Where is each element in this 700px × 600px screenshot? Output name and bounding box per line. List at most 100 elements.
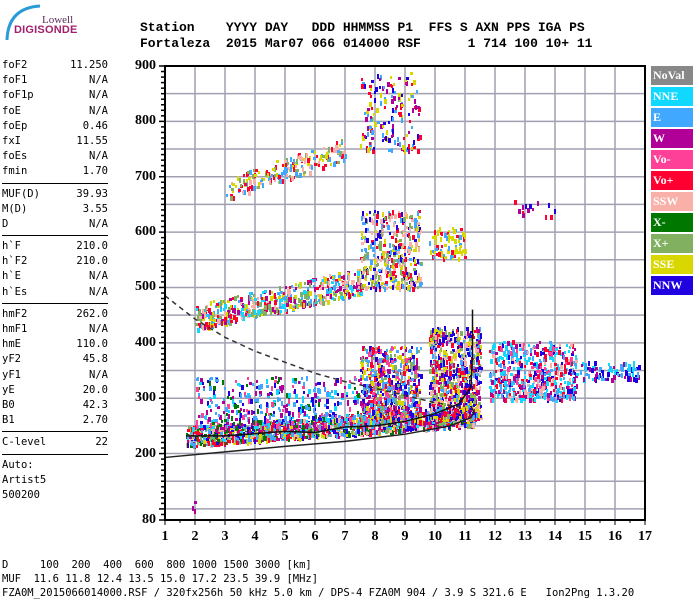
- echo-point: [432, 377, 434, 380]
- echo-point: [266, 408, 268, 413]
- echo-point: [562, 352, 564, 355]
- echo-point: [531, 388, 533, 391]
- echo-point: [497, 357, 500, 362]
- echo-point: [416, 349, 418, 354]
- echo-point: [527, 380, 530, 383]
- echo-point: [317, 382, 320, 385]
- echo-point: [240, 408, 242, 411]
- echo-point: [303, 290, 306, 295]
- echo-point: [414, 406, 416, 409]
- echo-point: [547, 393, 550, 398]
- echo-point: [546, 349, 549, 352]
- echo-point: [294, 434, 297, 437]
- echo-point: [387, 407, 390, 412]
- echo-point: [443, 378, 446, 383]
- echo-point: [438, 365, 441, 370]
- echo-point: [465, 383, 468, 388]
- echo-point: [475, 380, 477, 385]
- echo-point: [584, 363, 587, 368]
- echo-point: [439, 351, 441, 356]
- echo-point: [448, 376, 450, 379]
- echo-point: [608, 369, 611, 372]
- echo-point: [473, 384, 475, 389]
- echo-point: [355, 378, 357, 381]
- echo-point: [455, 373, 457, 376]
- echo-point: [241, 423, 243, 428]
- echo-point: [372, 242, 374, 245]
- echo-point: [258, 385, 261, 390]
- echo-point: [528, 371, 530, 376]
- echo-point: [285, 432, 287, 435]
- echo-point: [340, 423, 342, 426]
- echo-point: [298, 381, 300, 384]
- echo-point: [343, 275, 345, 280]
- echo-point: [215, 412, 217, 415]
- echo-point: [341, 393, 344, 398]
- echo-point: [217, 315, 219, 320]
- echo-point: [327, 285, 329, 288]
- echo-point: [266, 435, 269, 440]
- echo-point: [389, 217, 391, 222]
- echo-point: [513, 361, 516, 364]
- echo-point: [443, 426, 446, 431]
- echo-point: [400, 415, 403, 418]
- echo-point: [294, 420, 296, 423]
- echo-point: [260, 404, 262, 409]
- echo-point: [197, 323, 200, 326]
- echo-point: [576, 384, 578, 389]
- echo-point: [408, 369, 411, 372]
- echo-point: [382, 383, 385, 386]
- logo-lowell: Lowell: [42, 14, 74, 26]
- echo-point: [404, 391, 407, 396]
- echo-point: [468, 387, 470, 390]
- echo-point: [374, 371, 377, 376]
- echo-point: [360, 375, 362, 378]
- echo-point: [373, 420, 376, 423]
- echo-point: [443, 411, 446, 416]
- echo-point: [365, 421, 368, 426]
- echo-point: [436, 380, 439, 385]
- echo-point: [241, 308, 244, 311]
- echo-point: [345, 291, 347, 296]
- echo-point: [345, 418, 348, 421]
- echo-point: [405, 364, 408, 369]
- echo-point: [553, 389, 555, 392]
- echo-point: [360, 378, 362, 381]
- echo-point: [580, 370, 582, 375]
- echo-point: [556, 352, 558, 355]
- echo-point: [346, 392, 348, 395]
- echo-point: [274, 309, 276, 314]
- echo-point: [269, 301, 271, 304]
- echo-point: [375, 386, 378, 391]
- echo-point: [296, 429, 299, 432]
- echo-point: [314, 387, 316, 392]
- echo-point: [436, 409, 439, 414]
- echo-point: [432, 367, 434, 370]
- echo-point: [454, 413, 456, 418]
- param-row: hmE 110.0: [2, 337, 108, 352]
- echo-point: [285, 309, 287, 312]
- echo-point: [211, 321, 213, 324]
- echo-point: [492, 345, 495, 350]
- echo-point: [420, 282, 423, 285]
- echo-point: [334, 383, 337, 386]
- echo-point: [457, 409, 459, 412]
- param-value: N/A: [89, 150, 108, 163]
- echo-point: [338, 272, 341, 275]
- echo-point: [531, 366, 534, 369]
- echo-point: [464, 401, 466, 404]
- echo-point: [477, 416, 479, 421]
- echo-point: [524, 394, 527, 399]
- echo-point: [228, 440, 231, 443]
- echo-point: [409, 223, 411, 228]
- echo-point: [363, 269, 366, 272]
- echo-point: [265, 413, 267, 416]
- echo-point: [464, 386, 467, 391]
- echo-point: [279, 426, 281, 431]
- echo-point: [404, 384, 407, 389]
- echo-point: [539, 389, 541, 394]
- echo-point: [394, 360, 396, 363]
- echo-point: [505, 375, 507, 380]
- echo-point: [223, 300, 225, 303]
- echo-point: [480, 367, 483, 370]
